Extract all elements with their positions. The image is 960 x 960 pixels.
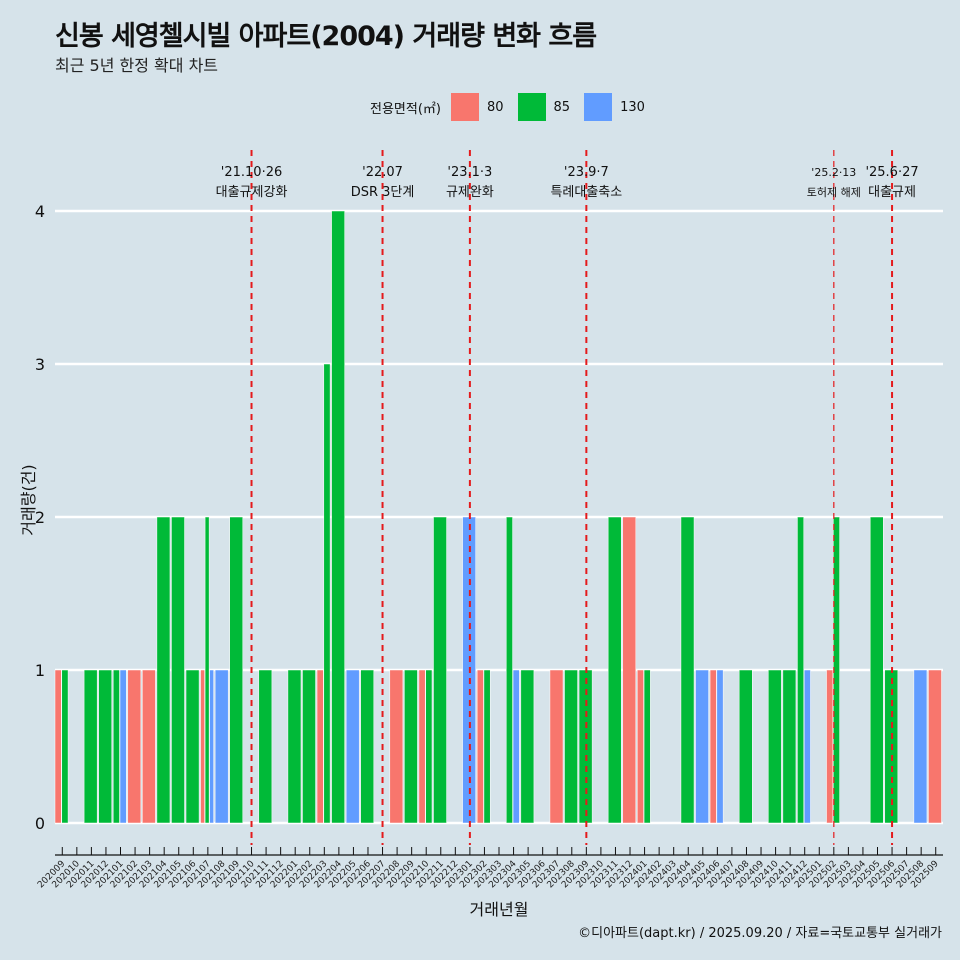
bar-85-202304 [506,516,513,824]
bar-85-202401 [643,669,651,824]
y-axis-title: 거래량(건) [19,464,38,535]
bar-85-202101 [112,669,120,824]
bar-85-202011 [83,669,98,824]
bar-130-202108 [214,669,229,824]
bar-80-202302 [476,669,484,824]
bar-80-202210 [418,669,426,824]
chart-subtitle: 최근 5년 한정 확대 차트 [55,56,219,75]
event-date-label: '23.9·7 [564,165,609,180]
x-axis-title: 거래년월 [470,900,529,919]
bar-85-202206 [360,669,375,824]
bar-85-202305 [520,669,535,824]
event-date-label: '25.6·27 [865,165,918,180]
bar-85-202412 [797,516,804,824]
bar-85-202203 [323,363,331,824]
bar-85-202109 [229,516,243,824]
event-name-label: 특례대출축소 [550,185,622,200]
legend-label-130: 130 [620,99,645,115]
bar-85-202210 [425,669,433,824]
bar-85-202201 [287,669,302,824]
bar-130-202406 [716,669,724,824]
event-name-label: 대출규제 [868,185,916,200]
legend-swatch-130 [584,93,613,121]
event-name-label: 대출규제강화 [216,185,288,200]
bar-85-202106 [185,669,200,824]
bar-80-202103 [142,669,156,824]
bar-85-202204 [331,210,345,824]
bar-85-202411 [782,669,797,824]
chart-title: 신봉 세영첼시빌 아파트(2004) 거래량 변화 흐름 [55,21,597,52]
bar-130-202412 [803,669,811,824]
bar-80-202203 [316,669,324,824]
y-tick-label: 2 [35,508,45,527]
bar-85-202505 [869,516,884,824]
bar-85-202408 [738,669,753,824]
bar-85-202209 [404,669,418,824]
bar-85-202302 [483,669,491,824]
bar-130-202405 [695,669,709,824]
bar-85-202105 [171,516,185,824]
bar-80-202401 [637,669,644,824]
bar-80-202009 [54,669,62,824]
bar-85-202211 [433,516,447,824]
bar-130-202107 [209,669,214,824]
bar-80-202102 [127,669,142,824]
bar-80-202307 [549,669,564,824]
event-date-label: '23.1·3 [447,165,492,180]
source-caption: ©디아파트(dapt.kr) / 2025.09.20 / 자료=국토교통부 실… [578,926,942,941]
event-name-label: DSR 3단계 [351,185,415,200]
bar-80-202509 [928,669,942,824]
legend-item-85: 85 [517,93,571,121]
legend-label-80: 80 [486,99,504,115]
bar-130-202508 [913,669,928,824]
event-date-label: '21.10·26 [221,165,282,180]
legend-item-130: 130 [584,93,645,121]
legend: 전용면적(㎡) 80 85 130 [370,92,659,122]
bar-80-202107 [200,669,205,824]
bar-85-202202 [302,669,316,824]
bar-85-202009 [61,669,69,824]
legend-swatch-85 [517,93,546,121]
event-name-label: 규제완화 [446,185,494,200]
bar-85-202012 [98,669,112,824]
legend-title: 전용면적(㎡) [370,101,441,117]
legend-label-85: 85 [553,99,571,115]
event-date-label: '22.07 [362,165,403,180]
y-tick-label: 4 [35,202,45,221]
bar-130-202205 [345,669,360,824]
bar-80-202208 [389,669,404,824]
bar-85-202104 [156,516,171,824]
event-date-label: '25.2·13 [811,166,856,179]
y-tick-label: 0 [35,814,45,833]
bar-80-202502 [826,669,834,824]
bar-80-202312 [622,516,637,824]
bar-85-202308 [564,669,578,824]
bar-85-202311 [607,516,622,824]
legend-swatch-80 [450,93,479,121]
bar-85-202410 [768,669,782,824]
bar-130-202101 [119,669,127,824]
bar-85-202404 [680,516,695,824]
bar-85-202111 [258,669,273,824]
legend-item-80: 80 [450,93,504,121]
bar-80-202406 [709,669,717,824]
bar-85-202107 [204,516,210,824]
y-tick-label: 1 [35,661,45,680]
event-name-label: 토허제 해제 [807,185,861,199]
bar-130-202304 [512,669,520,824]
y-tick-label: 3 [35,355,45,374]
